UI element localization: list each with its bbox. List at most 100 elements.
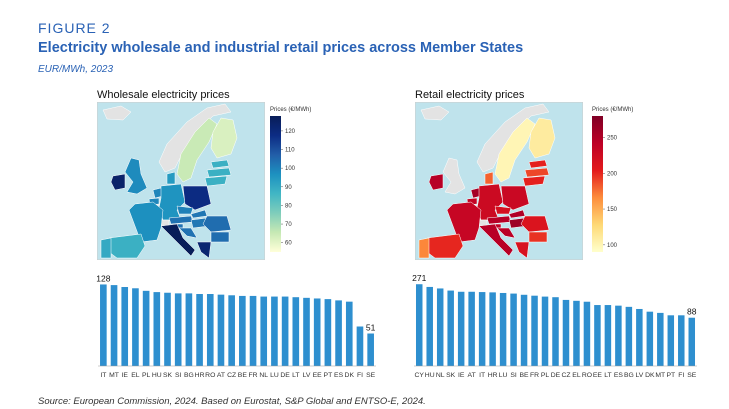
bar-es [615, 305, 622, 366]
bar-bg [185, 293, 193, 366]
bar-it [100, 284, 107, 366]
source-note: Source: European Commission, 2024. Based… [38, 396, 426, 407]
country-pl [182, 185, 212, 211]
tick-label-lu: LU [499, 372, 508, 379]
bar-pt [667, 315, 675, 366]
bar-si [510, 293, 517, 366]
country-bg [210, 231, 230, 243]
country-is [420, 105, 450, 121]
colorbar-tick-label: 100 [607, 243, 618, 249]
bar-hr [489, 292, 496, 366]
wholesale-price-map [97, 102, 265, 260]
data-label-se: 51 [366, 323, 376, 333]
tick-label-ro: RO [582, 372, 592, 379]
bar-fr [531, 295, 538, 366]
figure-subtitle: EUR/MWh, 2023 [38, 64, 114, 75]
country-dk [484, 171, 494, 185]
country-uk [124, 157, 148, 195]
bar-at [217, 294, 225, 366]
tick-label-dk: DK [345, 372, 355, 379]
tick-label-si: SI [175, 372, 182, 379]
bar-el [573, 300, 580, 366]
bar-cy [415, 284, 423, 366]
country-lt [204, 175, 228, 187]
tick-label-lu: LU [270, 372, 279, 379]
tick-label-hr: HR [488, 372, 498, 379]
bar-se [367, 333, 374, 366]
tick-label-bg: BG [624, 372, 634, 379]
bar-ro [583, 301, 591, 366]
colorbar-tick-label: 120 [285, 129, 296, 135]
wholesale-colorbar: Prices (€/MWh) 60 70 80 90 100 110 120 [270, 107, 311, 252]
bar-sk [447, 290, 454, 366]
tick-label-ie: IE [458, 372, 465, 379]
bar-ie [457, 291, 465, 366]
colorbar-tick-label: 150 [607, 207, 618, 213]
tick-label-lv: LV [635, 372, 643, 379]
country-uk [442, 157, 466, 195]
retail-bar-chart: CY HU NL SK IE AT IT HR LU SI BE FR PL DE CZ EL RO EE LT ES… [412, 273, 697, 379]
bar-lt [604, 305, 612, 366]
tick-label-fi: FI [357, 372, 363, 379]
bar-ee [313, 298, 321, 366]
bar-nl [436, 288, 444, 366]
tick-label-cz: CZ [227, 372, 236, 379]
tick-label-pt: PT [324, 372, 333, 379]
bar-fi [678, 315, 685, 366]
bar-bg [625, 306, 633, 366]
wholesale-map-title: Wholesale electricity prices [97, 89, 230, 101]
tick-label-sk: SK [446, 372, 456, 379]
country-ie [428, 173, 444, 191]
tick-label-hu: HU [425, 372, 435, 379]
tick-label-ie: IE [122, 372, 129, 379]
colorbar-gradient [270, 116, 281, 252]
colorbar-label: Prices (€/MWh) [270, 107, 311, 113]
bar-fr [249, 295, 257, 366]
country-ro [520, 215, 550, 233]
tick-label-it: IT [100, 372, 106, 379]
tick-label-pt: PT [666, 372, 675, 379]
country-it [160, 223, 196, 257]
bar-el [132, 288, 139, 366]
tick-label-ee: EE [593, 372, 603, 379]
country-bg [528, 231, 548, 243]
bar-dk [646, 311, 654, 366]
tick-label-se: SE [366, 372, 376, 379]
tick-label-es: ES [614, 372, 624, 379]
country-hr [178, 227, 198, 239]
bar-sk [164, 292, 171, 366]
bar-de [552, 297, 559, 366]
data-label-se: 88 [687, 307, 697, 317]
tick-label-de: DE [551, 372, 561, 379]
bar-hu [153, 292, 161, 366]
tick-label-ro: RO [205, 372, 215, 379]
country-fr [128, 201, 164, 243]
country-pt [418, 237, 430, 259]
retail-map-title: Retail electricity prices [415, 89, 525, 101]
tick-label-de: DE [280, 372, 290, 379]
tick-label-at: AT [217, 372, 225, 379]
bar-lu [499, 292, 507, 366]
colorbar-tick-label: 90 [285, 185, 292, 191]
bar-lt [292, 297, 300, 366]
tick-label-el: EL [572, 372, 581, 379]
bar-ro [206, 294, 214, 366]
country-lv [206, 167, 232, 178]
tick-label-ee: EE [313, 372, 323, 379]
bar-mt [657, 312, 664, 366]
tick-label-pl: PL [541, 372, 550, 379]
retail-price-map [415, 102, 583, 260]
figure-label: FIGURE 2 [38, 20, 111, 36]
tick-label-hr: HR [195, 372, 205, 379]
tick-label-nl: NL [436, 372, 445, 379]
bar-hu [426, 286, 433, 366]
bar-lv [636, 308, 643, 366]
bar-es [335, 300, 342, 366]
tick-label-si: SI [510, 372, 517, 379]
figure-title: Electricity wholesale and industrial ret… [38, 40, 524, 56]
country-el [514, 241, 530, 259]
colorbar-tick-label: 200 [607, 171, 618, 177]
country-es [426, 233, 464, 259]
tick-label-lt: LT [292, 372, 299, 379]
tick-label-hu: HU [152, 372, 162, 379]
